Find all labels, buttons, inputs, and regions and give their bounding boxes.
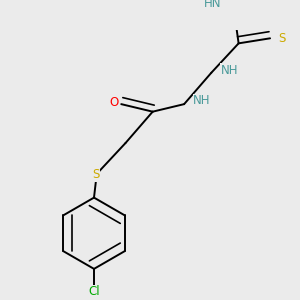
Text: O: O xyxy=(109,95,118,109)
Text: S: S xyxy=(92,168,100,181)
Text: S: S xyxy=(278,32,286,45)
Text: HN: HN xyxy=(204,0,222,10)
Text: NH: NH xyxy=(220,64,238,77)
Text: NH: NH xyxy=(193,94,211,107)
Text: Cl: Cl xyxy=(88,285,100,298)
